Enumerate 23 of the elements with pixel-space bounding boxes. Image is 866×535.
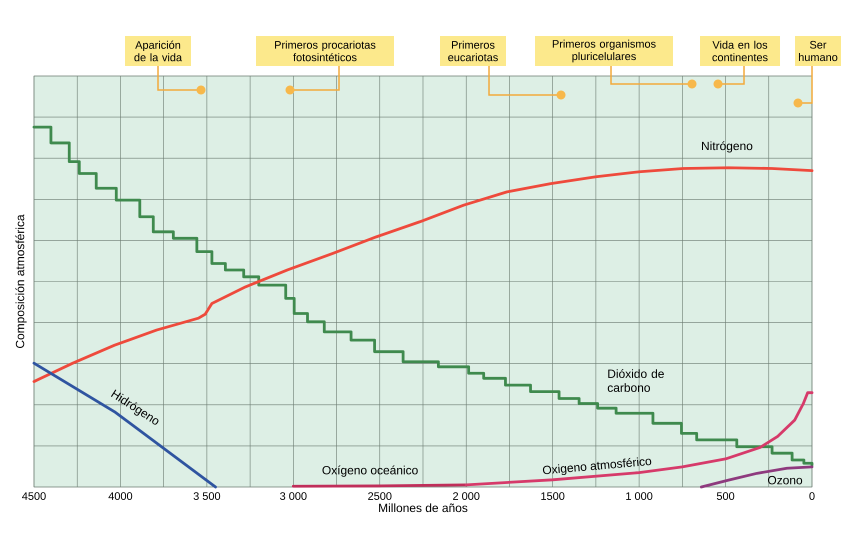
y-axis-title: Composición atmosférica — [15, 214, 27, 348]
x-tick-label: 4000 — [108, 492, 132, 500]
text: Vida en los continentes — [712, 40, 768, 62]
series-label: Nitrógeno — [702, 141, 752, 153]
series-label: Oxígeno oceánico — [322, 466, 418, 477]
x-tick-label: 3 000 — [280, 492, 307, 500]
x-tick-label: 1500 — [541, 492, 564, 500]
text: Aparición de la vida — [134, 40, 182, 62]
x-tick-label: 0 — [809, 492, 815, 500]
x-tick-label: 500 — [716, 492, 734, 500]
series-label: Ozono — [768, 476, 802, 484]
text: Primeros organismos pluricelulares — [552, 40, 656, 62]
x-tick-label: 1 000 — [626, 492, 652, 500]
x-tick-label: 2500 — [368, 492, 392, 500]
text: Ser humano — [798, 40, 838, 62]
x-tick-label: 2 000 — [453, 492, 480, 500]
series-label: Oxigeno atmosférico — [542, 457, 652, 476]
text: Primeros procariotas fotosintéticos — [275, 40, 376, 62]
x-tick-label: 3 500 — [194, 492, 220, 500]
series-label: Dióxido de carbono — [608, 369, 664, 392]
text: Primeros eucariotas — [448, 40, 498, 62]
x-tick-label: 4500 — [22, 492, 46, 500]
x-axis-title: Millones de años — [379, 503, 468, 512]
